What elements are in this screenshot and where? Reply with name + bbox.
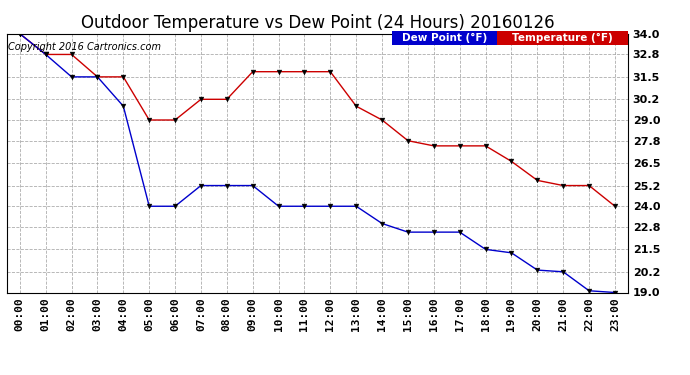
FancyBboxPatch shape <box>392 31 497 45</box>
Text: Copyright 2016 Cartronics.com: Copyright 2016 Cartronics.com <box>8 42 161 51</box>
Text: Temperature (°F): Temperature (°F) <box>512 33 613 44</box>
Title: Outdoor Temperature vs Dew Point (24 Hours) 20160126: Outdoor Temperature vs Dew Point (24 Hou… <box>81 14 554 32</box>
Text: Dew Point (°F): Dew Point (°F) <box>402 33 487 44</box>
FancyBboxPatch shape <box>497 31 628 45</box>
